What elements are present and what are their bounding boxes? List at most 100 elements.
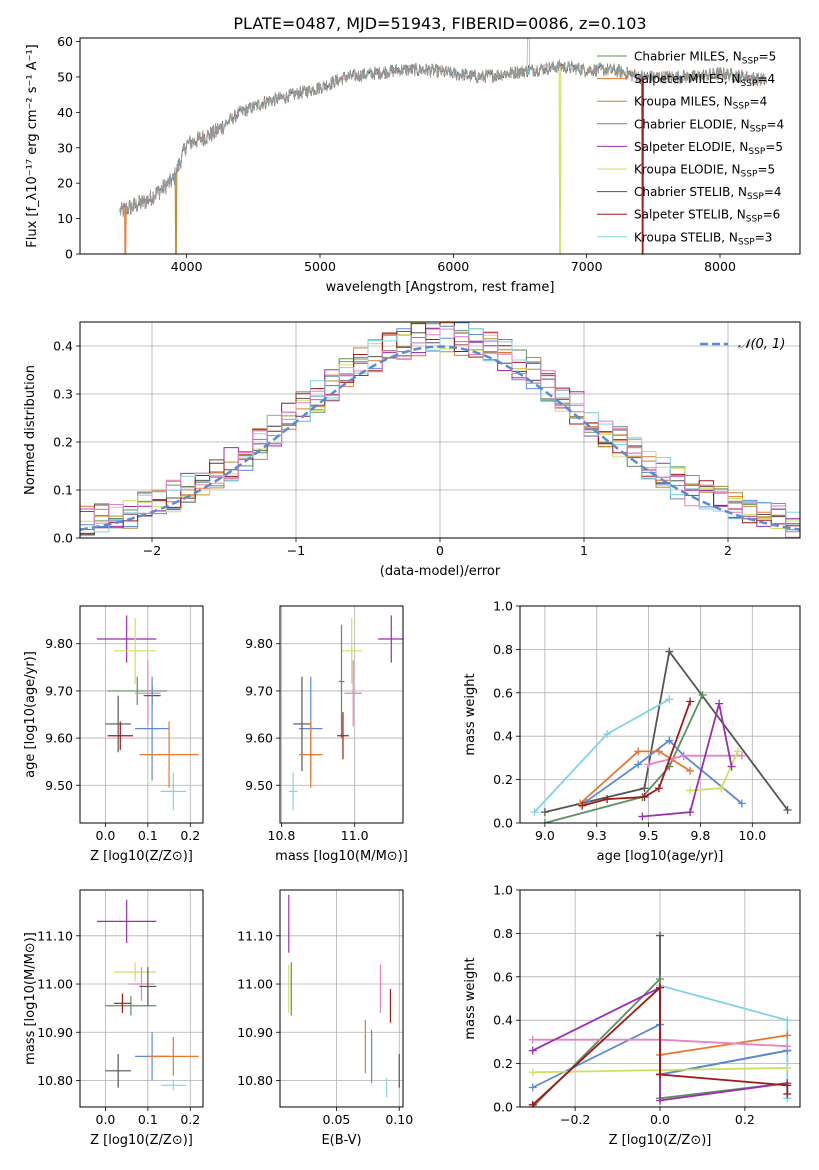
x-tick-label: −1 xyxy=(287,543,305,558)
weight-marker xyxy=(603,795,612,804)
x-tick-label: 0.05 xyxy=(323,1112,351,1127)
y-tick-label: 9.50 xyxy=(45,778,73,793)
weight-marker xyxy=(783,1042,792,1051)
y-axis-label: age [log10(age/yr)] xyxy=(23,651,38,778)
y-tick-label: 0.0 xyxy=(53,531,73,546)
x-tick-label: 0.2 xyxy=(180,1112,200,1127)
y-tick-label: 9.70 xyxy=(245,683,273,698)
weight-marker xyxy=(715,699,724,708)
histogram-series xyxy=(80,328,800,538)
legend: Chabrier MILES, NSSP=5 Salpeter MILES, NS… xyxy=(597,50,784,247)
normal-curve xyxy=(80,345,800,531)
axes-frame xyxy=(79,37,801,255)
weight-marker xyxy=(654,747,663,756)
panel-spectrum: 4000 5000 6000 7000 8000 0 10 20 30 40 50 60 wavelen… xyxy=(25,34,801,295)
y-tick-label: 30 xyxy=(57,140,73,155)
x-tick-label: 0.0 xyxy=(96,828,116,843)
y-tick-label: 10.80 xyxy=(37,1073,73,1088)
legend-label: 𝒩(0, 1) xyxy=(738,337,785,352)
x-tick-label: 8000 xyxy=(704,259,736,274)
y-tick-label: 10.90 xyxy=(237,1025,273,1040)
observed-spectrum-line xyxy=(119,38,767,217)
weight-line xyxy=(642,703,733,818)
x-tick-label: 0.0 xyxy=(96,1112,116,1127)
x-tick-label: 0 xyxy=(436,543,444,558)
y-tick-label: 0.2 xyxy=(493,772,513,787)
y-axis-label: mass [log10(M/M⊙)] xyxy=(23,932,38,1065)
weight-marker xyxy=(603,730,612,739)
y-tick-label: 0.4 xyxy=(493,1013,513,1028)
plot-area xyxy=(80,322,800,538)
weight-marker xyxy=(733,747,742,756)
weight-marker xyxy=(783,1081,792,1090)
y-tick-label: 9.70 xyxy=(45,683,73,698)
weight-marker xyxy=(644,760,653,769)
x-tick-label: −2 xyxy=(143,543,161,558)
y-tick-label: 9.80 xyxy=(45,636,73,651)
weight-marker xyxy=(640,784,649,793)
weight-marker xyxy=(656,1070,664,1079)
spectrum-line xyxy=(119,61,767,254)
legend-label: Chabrier ELODIE, NSSP=4 xyxy=(634,117,784,134)
y-tick-label: 11.10 xyxy=(37,928,73,943)
weight-marker xyxy=(638,812,647,821)
y-tick-label: 0.8 xyxy=(493,642,513,657)
x-tick-label: 9.5 xyxy=(639,828,659,843)
x-tick-label: 0.10 xyxy=(385,1112,413,1127)
weight-marker xyxy=(528,1068,537,1077)
axes-frame xyxy=(279,605,404,824)
y-tick-label: 0.1 xyxy=(53,483,73,498)
y-tick-label: 9.60 xyxy=(45,731,73,746)
weight-line xyxy=(659,984,789,1099)
y-tick-label: 0 xyxy=(65,247,73,262)
weight-marker xyxy=(530,808,539,817)
panel-age-vs-mass: 10.8 11.0 9.50 9.60 9.70 9.80 mass [log10(M/M⊙… xyxy=(245,605,408,864)
panel-massweight-vs-age: 9.0 9.3 9.5 9.8 10.0 0.0 0.2 0.4 0.6 0.8 1.0 age [l… xyxy=(463,599,801,864)
plot-area xyxy=(288,894,400,1098)
weight-marker xyxy=(656,983,664,992)
weight-marker xyxy=(686,766,695,775)
weight-marker xyxy=(640,792,649,801)
y-tick-label: 0.4 xyxy=(493,729,513,744)
weight-marker xyxy=(783,1031,792,1040)
x-tick-label: 6000 xyxy=(437,259,469,274)
weight-marker xyxy=(679,751,688,760)
y-axis-label: mass weight xyxy=(463,957,478,1039)
y-tick-label: 11.00 xyxy=(37,977,73,992)
y-tick-label: 11.10 xyxy=(237,928,273,943)
weight-marker xyxy=(783,805,792,814)
weight-marker xyxy=(665,695,674,704)
legend-label: Salpeter MILES, NSSP=4 xyxy=(634,72,775,89)
weight-marker xyxy=(578,801,587,810)
y-tick-label: 10.80 xyxy=(237,1073,273,1088)
x-tick-label: 9.8 xyxy=(690,828,710,843)
y-tick-label: 0.6 xyxy=(493,969,513,984)
x-axis-label: mass [log10(M/M⊙)] xyxy=(275,849,408,864)
x-tick-label: 10.8 xyxy=(268,828,296,843)
y-tick-label: 0.0 xyxy=(493,1100,513,1115)
plot-area xyxy=(530,647,792,823)
weight-marker xyxy=(656,1096,664,1105)
axes-frame xyxy=(519,889,801,1108)
x-tick-label: 7000 xyxy=(571,259,603,274)
weight-marker xyxy=(528,1046,537,1055)
weight-marker xyxy=(656,931,664,940)
plot-area xyxy=(528,931,792,1107)
weight-marker xyxy=(783,1016,792,1025)
x-tick-label: 1 xyxy=(580,543,588,558)
y-tick-label: 60 xyxy=(57,34,73,49)
x-axis-label: Z [log10(Z/Z⊙)] xyxy=(90,1133,193,1148)
legend-label: Kroupa ELODIE, NSSP=5 xyxy=(634,163,775,180)
y-tick-label: 0.6 xyxy=(493,685,513,700)
x-axis-label: (data-model)/error xyxy=(380,564,501,579)
legend-label: Salpeter ELODIE, NSSP=5 xyxy=(634,140,783,157)
weight-marker xyxy=(665,736,674,745)
weight-marker xyxy=(686,697,695,706)
weight-line xyxy=(579,750,691,805)
y-tick-label: 9.80 xyxy=(245,636,273,651)
y-axis-label: mass weight xyxy=(463,673,478,755)
weight-marker xyxy=(698,690,707,699)
x-tick-label: 0.2 xyxy=(180,828,200,843)
panel-massweight-vs-Z: −0.2 0.0 0.2 0.0 0.2 0.4 0.6 0.8 1.0 Z [log10(Z/Z… xyxy=(463,883,801,1148)
